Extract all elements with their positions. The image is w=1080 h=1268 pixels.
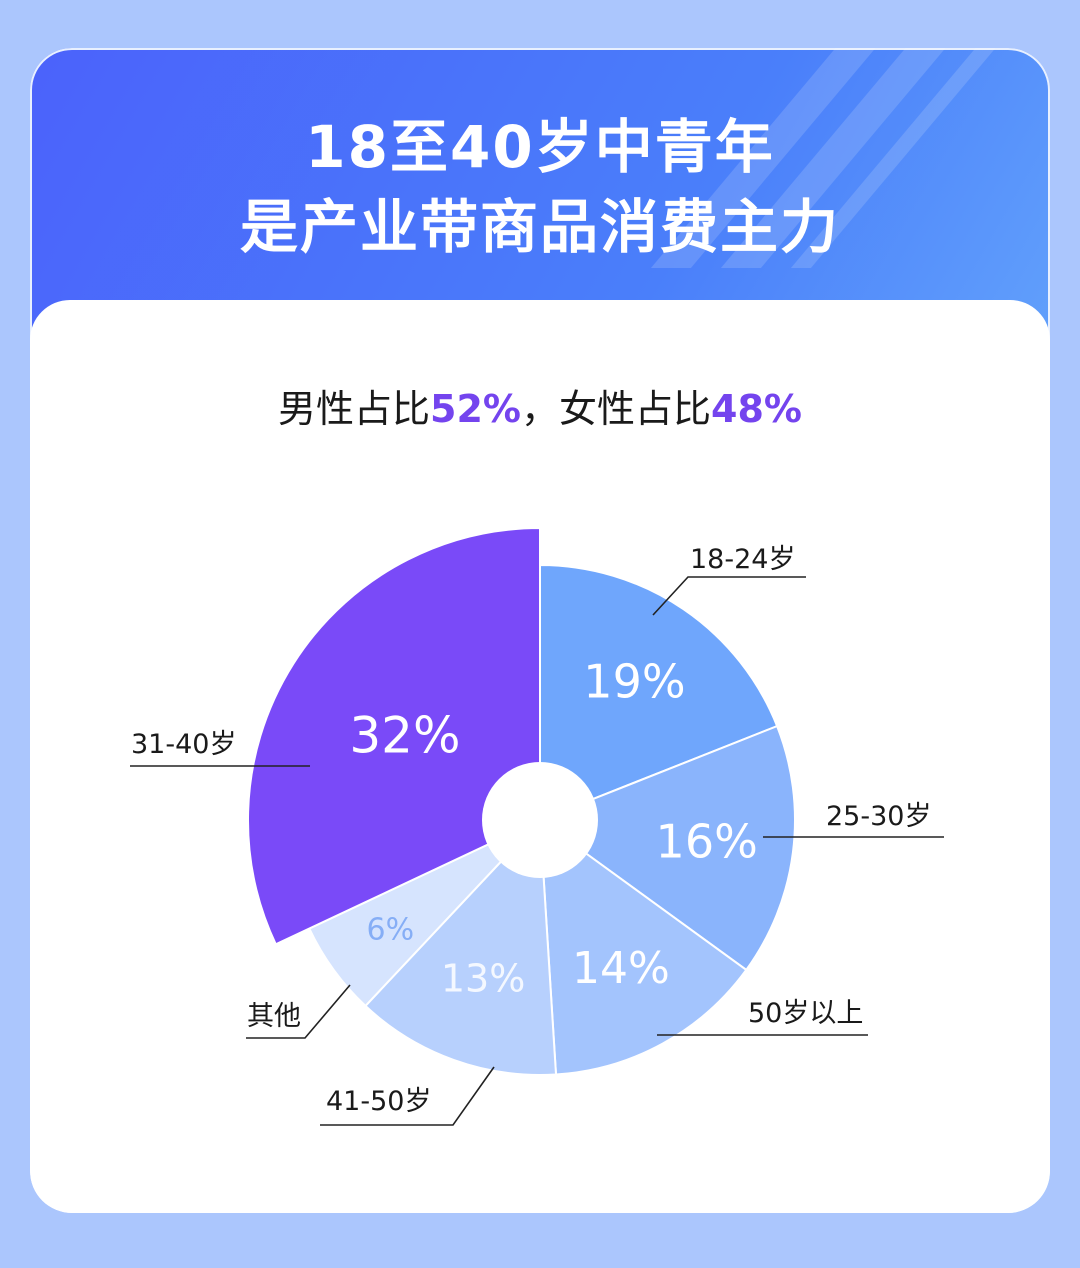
- separator: ，: [520, 387, 559, 431]
- category-label: 其他: [247, 1001, 301, 1032]
- pie-slice: [537, 724, 796, 972]
- pie-slice: [364, 817, 558, 1076]
- title-line-2: 是产业带商品消费主力: [239, 193, 840, 261]
- gender-ratio: 男性占比52%，女性占比48%: [30, 378, 1050, 433]
- leader-line: [652, 576, 806, 616]
- infographic-card: 18至40岁中青年 是产业带商品消费主力 男性占比52%，女性占比48%: [30, 48, 1050, 1213]
- category-label: 50岁以上: [748, 998, 863, 1029]
- male-value: 52%: [430, 387, 521, 431]
- value-label: 13%: [441, 957, 525, 1001]
- female-value: 48%: [711, 387, 802, 431]
- category-label: 31-40岁: [131, 729, 236, 760]
- pie-slice: [539, 563, 779, 822]
- title-line-1: 18至40岁中青年: [305, 113, 775, 181]
- category-label: 18-24岁: [690, 544, 795, 575]
- pie-slice: [538, 817, 748, 1076]
- category-label: 25-30岁: [826, 801, 931, 832]
- donut-hole: [482, 762, 598, 878]
- male-label: 男性占比: [278, 387, 431, 431]
- value-label: 6%: [367, 913, 415, 948]
- value-label: 19%: [583, 655, 685, 709]
- value-label: 32%: [349, 706, 460, 764]
- value-label: 14%: [572, 943, 670, 994]
- category-label: 41-50岁: [326, 1086, 431, 1117]
- leader-line: [246, 984, 351, 1039]
- leader-line: [320, 1066, 495, 1126]
- female-label: 女性占比: [559, 387, 712, 431]
- value-label: 16%: [656, 815, 758, 869]
- pie-slice: [247, 526, 541, 946]
